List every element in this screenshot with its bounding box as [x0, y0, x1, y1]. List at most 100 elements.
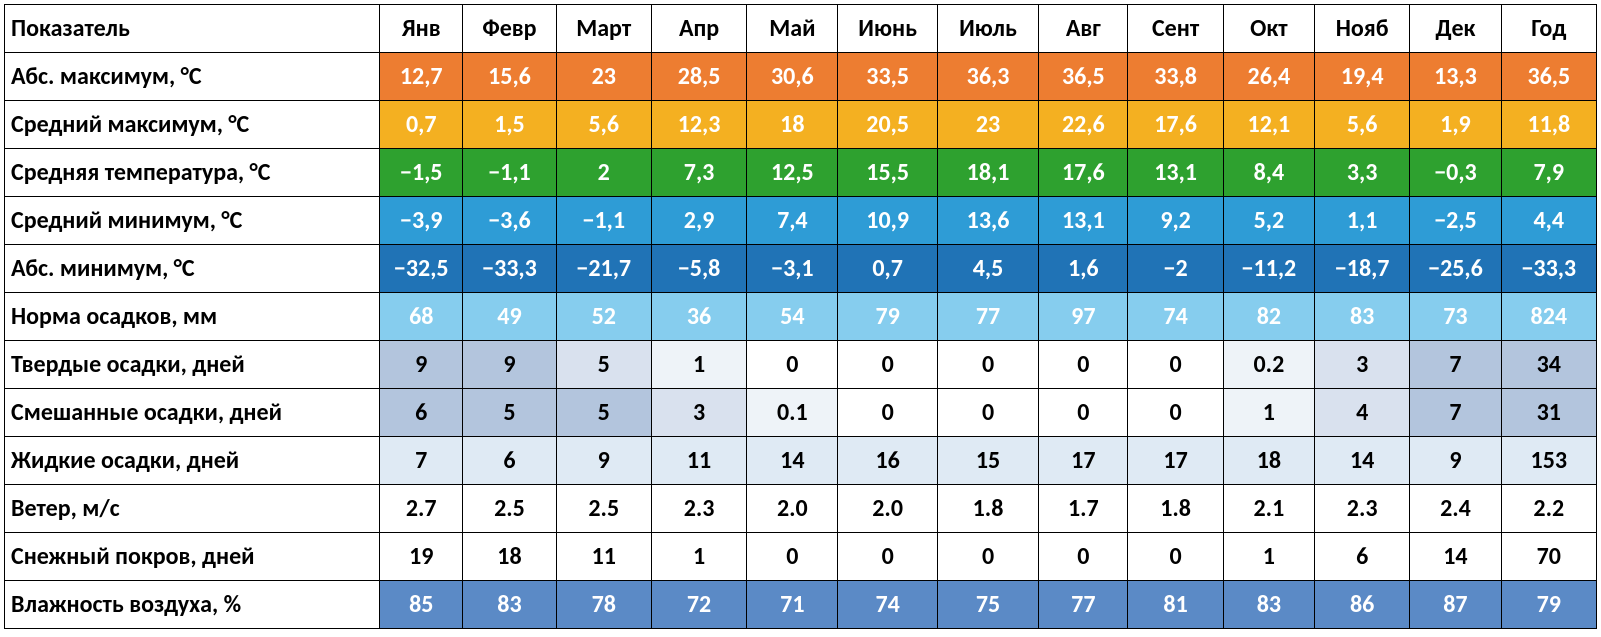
cell: 79 [1501, 581, 1596, 629]
col-7: Авг [1039, 5, 1128, 53]
cell: 49 [463, 293, 556, 341]
table-row: Смешанные осадки, дней65530.1000014731 [5, 389, 1597, 437]
table-row: Твердые осадки, дней9951000000.23734 [5, 341, 1597, 389]
cell: 18 [1223, 437, 1314, 485]
cell: 5 [556, 389, 651, 437]
cell: 2 [556, 149, 651, 197]
cell: −1,1 [556, 197, 651, 245]
cell: 52 [556, 293, 651, 341]
cell: 3 [651, 389, 746, 437]
table-row: Средняя температура, °C−1,5−1,127,312,51… [5, 149, 1597, 197]
cell: 31 [1501, 389, 1596, 437]
cell: 0.1 [747, 389, 838, 437]
cell: 4 [1315, 389, 1410, 437]
cell: −2,5 [1410, 197, 1501, 245]
cell: 82 [1223, 293, 1314, 341]
cell: 10,9 [838, 197, 937, 245]
cell: 0,7 [838, 245, 937, 293]
cell: 68 [380, 293, 463, 341]
cell: 13,6 [937, 197, 1038, 245]
table-row: Абс. максимум, °C12,715,62328,530,633,53… [5, 53, 1597, 101]
cell: −1,5 [380, 149, 463, 197]
row-label: Жидкие осадки, дней [5, 437, 380, 485]
cell: 18 [463, 533, 556, 581]
table-row: Норма осадков, мм68495236547977977482837… [5, 293, 1597, 341]
row-label: Ветер, м/с [5, 485, 380, 533]
cell: −3,1 [747, 245, 838, 293]
cell: 1.8 [937, 485, 1038, 533]
cell: 0 [1039, 389, 1128, 437]
cell: 85 [380, 581, 463, 629]
cell: 1,5 [463, 101, 556, 149]
cell: 1 [651, 341, 746, 389]
cell: 20,5 [838, 101, 937, 149]
row-label: Норма осадков, мм [5, 293, 380, 341]
cell: 824 [1501, 293, 1596, 341]
header-row: Показатель ЯнвФеврМартАпрМайИюньИюльАвгС… [5, 5, 1597, 53]
cell: 28,5 [651, 53, 746, 101]
cell: 0 [937, 341, 1038, 389]
row-label: Смешанные осадки, дней [5, 389, 380, 437]
cell: 14 [747, 437, 838, 485]
cell: −25,6 [1410, 245, 1501, 293]
cell: 83 [1223, 581, 1314, 629]
table-row: Жидкие осадки, дней769111416151717181491… [5, 437, 1597, 485]
cell: 36,5 [1501, 53, 1596, 101]
cell: 81 [1128, 581, 1223, 629]
cell: 2.5 [463, 485, 556, 533]
col-12: Год [1501, 5, 1596, 53]
cell: 2,9 [651, 197, 746, 245]
cell: 0 [937, 533, 1038, 581]
cell: 15,5 [838, 149, 937, 197]
row-label: Средний минимум, °C [5, 197, 380, 245]
cell: 153 [1501, 437, 1596, 485]
cell: 0 [747, 533, 838, 581]
row-label: Снежный покров, дней [5, 533, 380, 581]
cell: 78 [556, 581, 651, 629]
cell: 9 [556, 437, 651, 485]
cell: 34 [1501, 341, 1596, 389]
cell: 16 [838, 437, 937, 485]
cell: −3,6 [463, 197, 556, 245]
table-row: Абс. минимум, °C−32,5−33,3−21,7−5,8−3,10… [5, 245, 1597, 293]
cell: 73 [1410, 293, 1501, 341]
cell: 0 [1039, 533, 1128, 581]
cell: 17,6 [1039, 149, 1128, 197]
cell: −32,5 [380, 245, 463, 293]
cell: 17 [1128, 437, 1223, 485]
cell: −0,3 [1410, 149, 1501, 197]
cell: 11,8 [1501, 101, 1596, 149]
cell: 0 [937, 389, 1038, 437]
cell: 18 [747, 101, 838, 149]
cell: −3,9 [380, 197, 463, 245]
cell: 36 [651, 293, 746, 341]
cell: 5 [463, 389, 556, 437]
cell: 2.4 [1410, 485, 1501, 533]
cell: 14 [1410, 533, 1501, 581]
cell: 0 [747, 341, 838, 389]
cell: 19,4 [1315, 53, 1410, 101]
col-9: Окт [1223, 5, 1314, 53]
cell: 2.0 [838, 485, 937, 533]
table-row: Средний максимум, °C0,71,55,612,31820,52… [5, 101, 1597, 149]
cell: 1 [1223, 533, 1314, 581]
cell: 11 [556, 533, 651, 581]
cell: 4,4 [1501, 197, 1596, 245]
cell: 0 [838, 341, 937, 389]
cell: −2 [1128, 245, 1223, 293]
cell: 1.7 [1039, 485, 1128, 533]
cell: 77 [937, 293, 1038, 341]
cell: 7 [1410, 389, 1501, 437]
table-row: Ветер, м/с2.72.52.52.32.02.01.81.71.82.1… [5, 485, 1597, 533]
cell: 9 [380, 341, 463, 389]
table-row: Средний минимум, °C−3,9−3,6−1,12,97,410,… [5, 197, 1597, 245]
header-label: Показатель [5, 5, 380, 53]
col-2: Март [556, 5, 651, 53]
cell: 1 [1223, 389, 1314, 437]
cell: 0 [1128, 389, 1223, 437]
cell: 97 [1039, 293, 1128, 341]
cell: 12,7 [380, 53, 463, 101]
cell: 17,6 [1128, 101, 1223, 149]
cell: 19 [380, 533, 463, 581]
col-6: Июль [937, 5, 1038, 53]
